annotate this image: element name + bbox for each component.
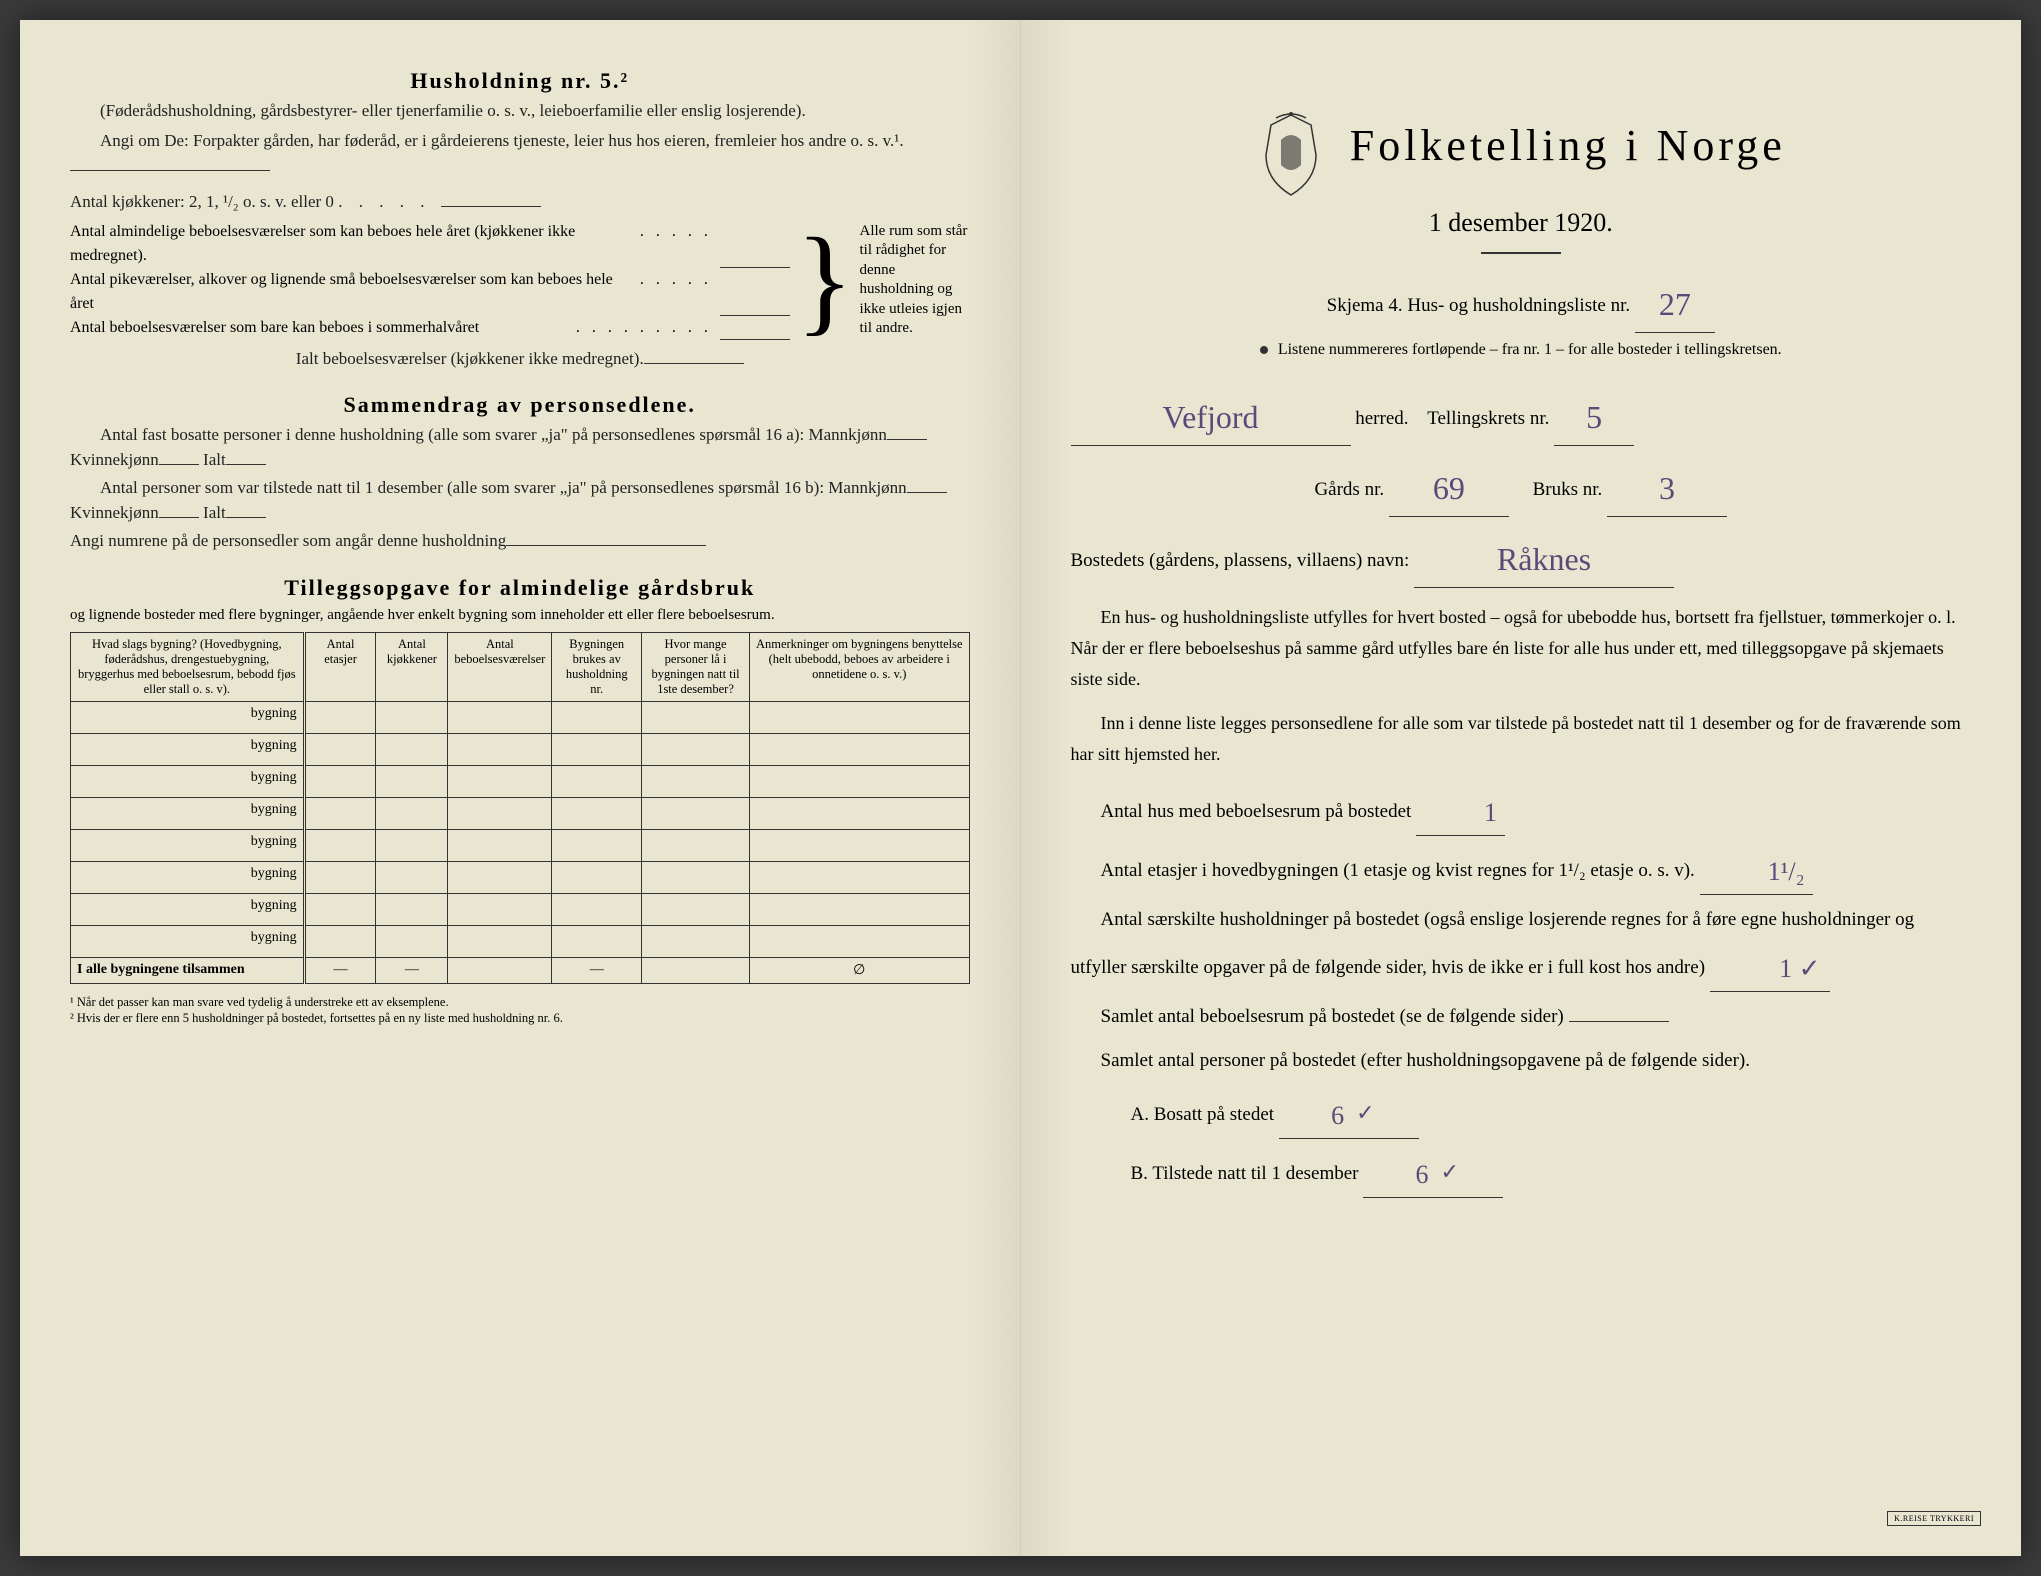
footnotes: ¹ Når det passer kan man svare ved tydel… — [70, 994, 970, 1027]
footnote-2: ² Hvis der er flere enn 5 husholdninger … — [70, 1010, 970, 1026]
samlet-pers-line: Samlet antal personer på bostedet (efter… — [1071, 1042, 1972, 1080]
brace-line-3: Antal beboelsesværelser som bare kan beb… — [70, 316, 576, 340]
bosted-value: Råknes — [1489, 527, 1599, 591]
left-page: Husholdning nr. 5.² (Føderådshusholdning… — [20, 20, 1021, 1556]
kvinne-label-1: Kvinnekjønn — [70, 450, 159, 469]
para-1: En hus- og husholdningsliste utfylles fo… — [1071, 602, 1972, 694]
telling-value: 5 — [1578, 385, 1610, 449]
ialt-2: Ialt — [203, 503, 226, 522]
bosted-line: Bostedets (gårdens, plassens, villaens) … — [1071, 523, 1972, 588]
right-page: Folketelling i Norge 1 desember 1920. Sk… — [1021, 20, 2022, 1556]
a-line: A. Bosatt på stedet 6✓ — [1131, 1086, 1972, 1139]
para-2: Inn i denne liste legges personsedlene f… — [1071, 708, 1972, 769]
antal-hush-line: Antal særskilte husholdninger på bostede… — [1071, 901, 1972, 992]
brace-line-2: Antal pikeværelser, alkover og lignende … — [70, 268, 640, 316]
household-5-title: Husholdning nr. 5.² — [70, 68, 970, 94]
antal-hus-value: 1 — [1446, 787, 1505, 839]
antal-etasjer-line: Antal etasjer i hovedbygningen (1 etasje… — [1071, 842, 1972, 895]
herred-label: herred. — [1355, 408, 1408, 429]
sammendrag-2: Antal personer som var tilstede natt til… — [70, 475, 970, 526]
angi-numrene: Angi numrene på de personsedler som angå… — [70, 528, 970, 554]
samm-1-text: Antal fast bosatte personer i denne hush… — [100, 425, 887, 444]
a-label: A. Bosatt på stedet — [1131, 1104, 1275, 1125]
census-document: Husholdning nr. 5.² (Føderådshusholdning… — [20, 20, 2021, 1556]
kitchen-label: Antal kjøkkener: 2, 1, ¹/₂ o. s. v. elle… — [70, 192, 334, 211]
samm-2-text: Antal personer som var tilstede natt til… — [100, 478, 907, 497]
kitchen-line: Antal kjøkkener: 2, 1, ¹/₂ o. s. v. elle… — [70, 189, 970, 215]
census-date: 1 desember 1920. — [1071, 208, 1972, 238]
coat-of-arms-icon — [1256, 110, 1326, 200]
footnote-1: ¹ Når det passer kan man svare ved tydel… — [70, 994, 970, 1010]
gards-value: 69 — [1425, 456, 1473, 520]
sammendrag-title: Sammendrag av personsedlene. — [70, 392, 970, 418]
col-4: Bygningen brukes av husholdning nr. — [552, 633, 642, 702]
b-line: B. Tilstede natt til 1 desember 6✓ — [1131, 1145, 1972, 1198]
tillegg-title: Tilleggsopgave for almindelige gårdsbruk — [70, 575, 970, 601]
curly-brace: } — [796, 226, 854, 334]
samlet-rum-label: Samlet antal beboelsesrum på bostedet (s… — [1101, 1006, 1564, 1027]
listene-note: Listene nummereres fortløpende – fra nr.… — [1071, 339, 1972, 361]
main-title: Folketelling i Norge — [1350, 120, 1786, 171]
skjema-line: Skjema 4. Hus- og husholdningsliste nr. … — [1071, 268, 1972, 333]
gards-line: Gårds nr. 69 Bruks nr. 3 — [1071, 452, 1972, 517]
antal-etasjer-label: Antal etasjer i hovedbygningen (1 etasje… — [1101, 860, 1695, 881]
angi-text: Angi om De: Forpakter gården, har føderå… — [100, 131, 904, 150]
skjema-label: Skjema 4. Hus- og husholdningsliste nr. — [1327, 295, 1630, 316]
listene-text: Listene nummereres fortløpende – fra nr.… — [1278, 341, 1782, 358]
bullet-icon — [1260, 346, 1268, 354]
col-2: Antal kjøkkener — [376, 633, 448, 702]
ialt-line: Ialt beboelsesværelser (kjøkkener ikke m… — [70, 346, 970, 372]
antal-etasjer-value: 1¹/₂ — [1730, 846, 1813, 898]
printer-stamp: K.REISE TRYKKERI — [1887, 1511, 1981, 1526]
a-value: 6 — [1323, 1090, 1352, 1142]
col-1: Antal etasjer — [304, 633, 376, 702]
bruks-value: 3 — [1651, 456, 1683, 520]
household-5-subtitle: (Føderådshusholdning, gårdsbestyrer- ell… — [70, 98, 970, 124]
building-rows: I alle bygningene tilsammen ———∅ — [71, 702, 970, 984]
ialt-label: Ialt beboelsesværelser (kjøkkener ikke m… — [296, 349, 644, 368]
bosted-label: Bostedets (gårdens, plassens, villaens) … — [1071, 550, 1410, 571]
sammendrag-1: Antal fast bosatte personer i denne hush… — [70, 422, 970, 473]
col-3: Antal beboelsesværelser — [448, 633, 552, 702]
household-5-angi: Angi om De: Forpakter gården, har føderå… — [70, 128, 970, 179]
antal-hus-label: Antal hus med beboelsesrum på bostedet — [1101, 801, 1412, 822]
b-label: B. Tilstede natt til 1 desember — [1131, 1163, 1359, 1184]
telling-label: Tellingskrets nr. — [1427, 408, 1549, 429]
tillegg-subtitle: og lignende bosteder med flere bygninger… — [70, 605, 970, 626]
liste-nr-value: 27 — [1651, 272, 1699, 336]
col-6: Anmerkninger om bygningens benyttelse (h… — [749, 633, 969, 702]
col-5: Hvor mange personer lå i bygningen natt … — [642, 633, 750, 702]
rule-divider — [1481, 252, 1561, 254]
header: Folketelling i Norge 1 desember 1920. — [1071, 90, 1972, 254]
b-value: 6 — [1408, 1149, 1437, 1201]
kvinne-label-2: Kvinnekjønn — [70, 503, 159, 522]
brace-note: Alle rum som står til rådighet for denne… — [860, 222, 970, 339]
herred-line: Vefjord herred. Tellingskrets nr. 5 — [1071, 381, 1972, 446]
herred-value: Vefjord — [1155, 385, 1267, 449]
bruks-label: Bruks nr. — [1533, 479, 1603, 500]
room-brace-block: Antal almindelige beboelsesværelser som … — [70, 220, 970, 340]
building-table: Hvad slags bygning? (Hovedbygning, føder… — [70, 632, 970, 984]
total-row-label: I alle bygningene tilsammen — [71, 958, 305, 984]
gards-label: Gårds nr. — [1314, 479, 1384, 500]
col-0: Hvad slags bygning? (Hovedbygning, føder… — [71, 633, 305, 702]
brace-line-1: Antal almindelige beboelsesværelser som … — [70, 220, 640, 268]
antal-hush-value: 1 ✓ — [1741, 943, 1828, 995]
ialt-1: Ialt — [203, 450, 226, 469]
samlet-rum-line: Samlet antal beboelsesrum på bostedet (s… — [1071, 998, 1972, 1036]
angi-num-label: Angi numrene på de personsedler som angå… — [70, 531, 506, 550]
antal-hus-line: Antal hus med beboelsesrum på bostedet 1 — [1071, 783, 1972, 836]
